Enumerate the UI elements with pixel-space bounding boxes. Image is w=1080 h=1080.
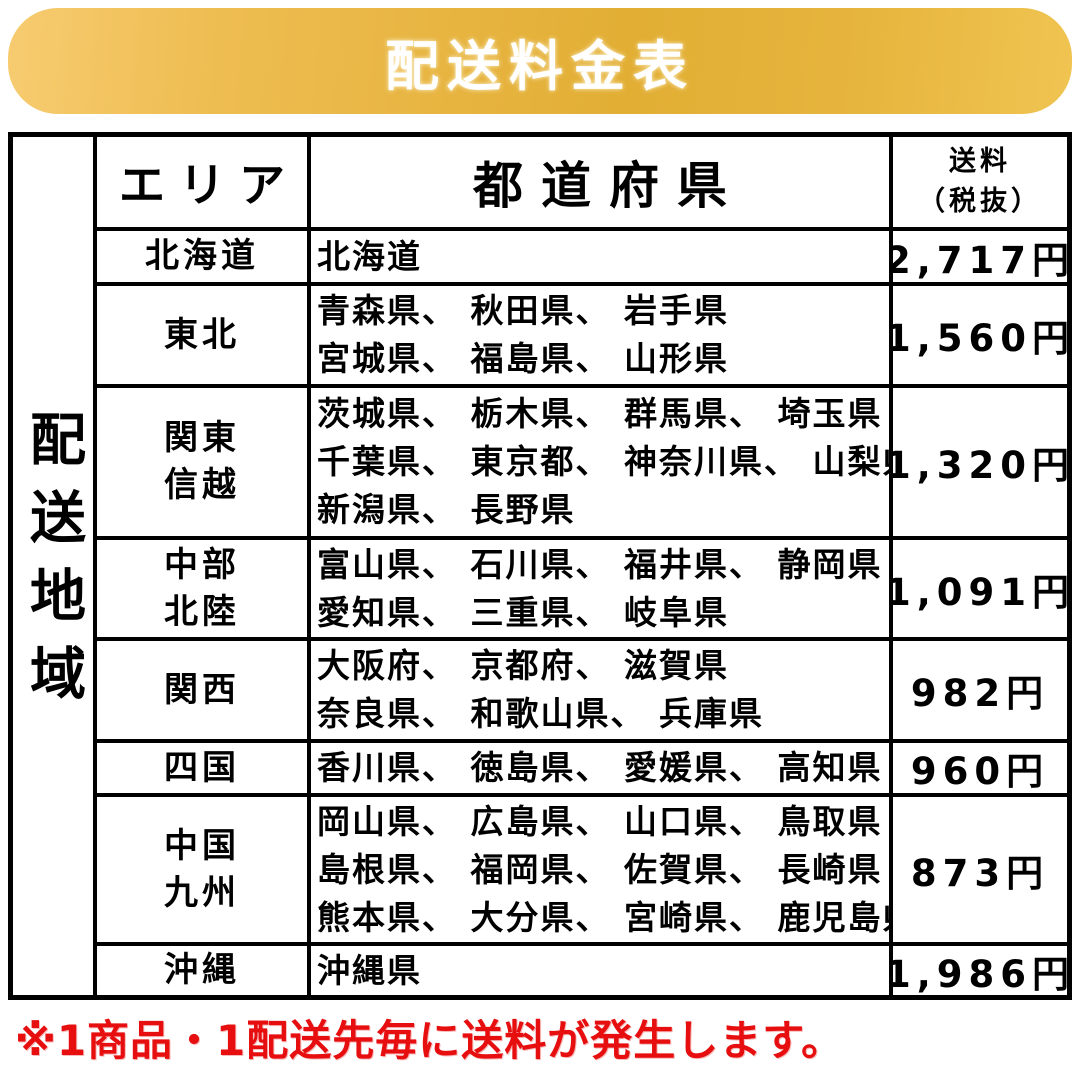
fee-cell-okinawa: 1,986円 — [893, 946, 1067, 995]
prefecture-cell-kansai: 大阪府、 京都府、 滋賀県 奈良県、 和歌山県、 兵庫県 — [311, 641, 889, 739]
prefecture-cell-chugoku-kyushu: 岡山県、 広島県、 山口県、 鳥取県 島根県、 福岡県、 佐賀県、 長崎県 熊本… — [311, 797, 889, 942]
fee-cell-kansai: 982円 — [893, 641, 1067, 739]
area-cell-kanto-shinetsu: 関東 信越 — [97, 388, 307, 536]
area-cell-chugoku-kyushu: 中国 九州 — [97, 797, 307, 942]
area-cell-shikoku: 四国 — [97, 743, 307, 793]
prefecture-cell-okinawa: 沖縄県 — [311, 946, 889, 995]
column-header-area: エリア — [97, 137, 307, 227]
area-cell-tohoku: 東北 — [97, 286, 307, 384]
side-label-cell: 配送地域 — [13, 137, 93, 995]
fee-header-line2: （税抜） — [918, 186, 1042, 217]
area-cell-kansai: 関西 — [97, 641, 307, 739]
shipping-footnote: ※1商品・1配送先毎に送料が発生します。 — [15, 1016, 845, 1065]
area-cell-okinawa: 沖縄 — [97, 946, 307, 995]
fee-cell-shikoku: 960円 — [893, 743, 1067, 793]
shipping-fee-table: 配送地域 エリア 都道府県 送料 （税抜） 北海道 北海道 2,717円 東北 … — [8, 132, 1072, 1000]
prefecture-cell-hokkaido: 北海道 — [311, 231, 889, 282]
fee-cell-kanto-shinetsu: 1,320円 — [893, 388, 1067, 536]
side-label: 配送地域 — [20, 410, 86, 722]
column-header-prefectures: 都道府県 — [311, 137, 889, 227]
prefecture-cell-kanto-shinetsu: 茨城県、 栃木県、 群馬県、 埼玉県 千葉県、 東京都、 神奈川県、 山梨県 新… — [311, 388, 889, 536]
column-header-fee: 送料 （税抜） — [893, 137, 1067, 227]
fee-cell-hokkaido: 2,717円 — [893, 231, 1067, 282]
prefecture-cell-shikoku: 香川県、 徳島県、 愛媛県、 高知県 — [311, 743, 889, 793]
fee-header-line1: 送料 — [949, 146, 1011, 177]
fee-cell-chugoku-kyushu: 873円 — [893, 797, 1067, 942]
page-title: 配送料金表 — [385, 34, 695, 98]
fee-cell-tohoku: 1,560円 — [893, 286, 1067, 384]
area-cell-hokkaido: 北海道 — [97, 231, 307, 282]
prefecture-cell-chubu-hokuriku: 富山県、 石川県、 福井県、 静岡県 愛知県、 三重県、 岐阜県 — [311, 540, 889, 637]
prefecture-cell-tohoku: 青森県、 秋田県、 岩手県 宮城県、 福島県、 山形県 — [311, 286, 889, 384]
area-cell-chubu-hokuriku: 中部 北陸 — [97, 540, 307, 637]
title-banner: 配送料金表 — [8, 8, 1072, 114]
fee-cell-chubu-hokuriku: 1,091円 — [893, 540, 1067, 637]
